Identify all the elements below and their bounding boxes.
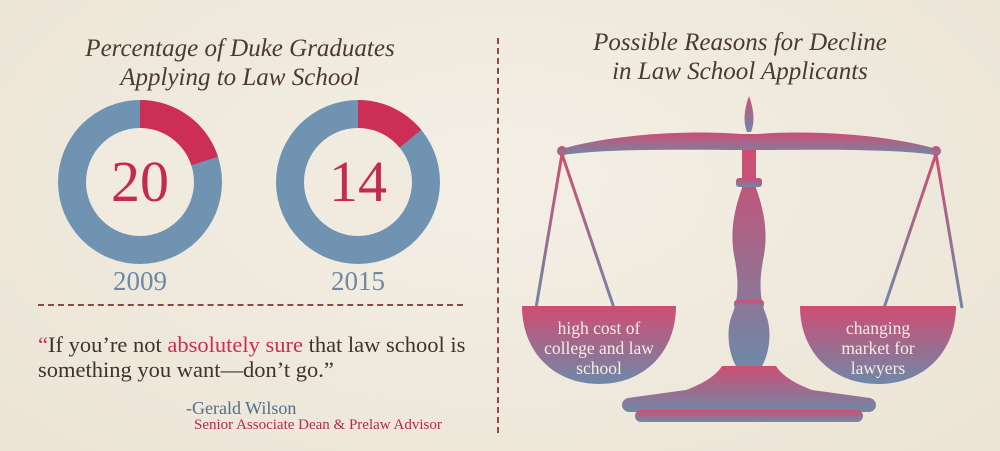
reason-cost-line-2: college and law	[544, 338, 654, 358]
donut-year-2015: 2015	[331, 266, 385, 296]
right-title-line-2: in Law School Applicants	[612, 58, 868, 85]
donut-value-2009: 20	[111, 149, 169, 214]
donut-hole-2009	[86, 128, 194, 236]
quote-text: “If you’re not absolutely sure that law …	[38, 332, 478, 382]
quote-author-role: Senior Associate Dean & Prelaw Advisor	[194, 417, 442, 433]
reason-market-line-1: changing	[845, 318, 911, 338]
quote-pre: If you’re not	[48, 332, 168, 357]
reason-cost-line-1: high cost of	[557, 318, 641, 338]
reason-label-market: changing market for lawyers	[813, 318, 943, 378]
scales-of-justice-icon	[522, 96, 964, 422]
right-title: Possible Reasons for Decline in Law Scho…	[540, 28, 940, 86]
donut-charts: 20 14	[58, 100, 440, 264]
vertical-divider	[497, 38, 499, 433]
donut-hole-2015	[304, 128, 412, 236]
right-title-line-1: Possible Reasons for Decline	[593, 29, 887, 56]
donut-value-2015: 14	[329, 149, 387, 214]
reason-market-line-3: lawyers	[850, 358, 906, 378]
quote-author: -Gerald Wilson	[186, 398, 297, 418]
quote-post: that law school is something you want—do…	[38, 332, 466, 382]
reason-market-line-2: market for	[841, 338, 915, 358]
left-chart-title: Percentage of Duke Graduates Applying to…	[40, 34, 440, 92]
horizontal-divider	[38, 304, 463, 306]
quote-highlight: absolutely sure	[167, 332, 303, 357]
reason-label-cost: high cost of college and law school	[534, 318, 664, 378]
reason-cost-line-3: school	[576, 358, 622, 378]
donut-year-2009: 2009	[113, 266, 167, 296]
quote-open-mark: “	[38, 332, 48, 357]
left-title-line-1: Percentage of Duke Graduates	[85, 35, 395, 62]
left-title-line-2: Applying to Law School	[120, 64, 360, 91]
